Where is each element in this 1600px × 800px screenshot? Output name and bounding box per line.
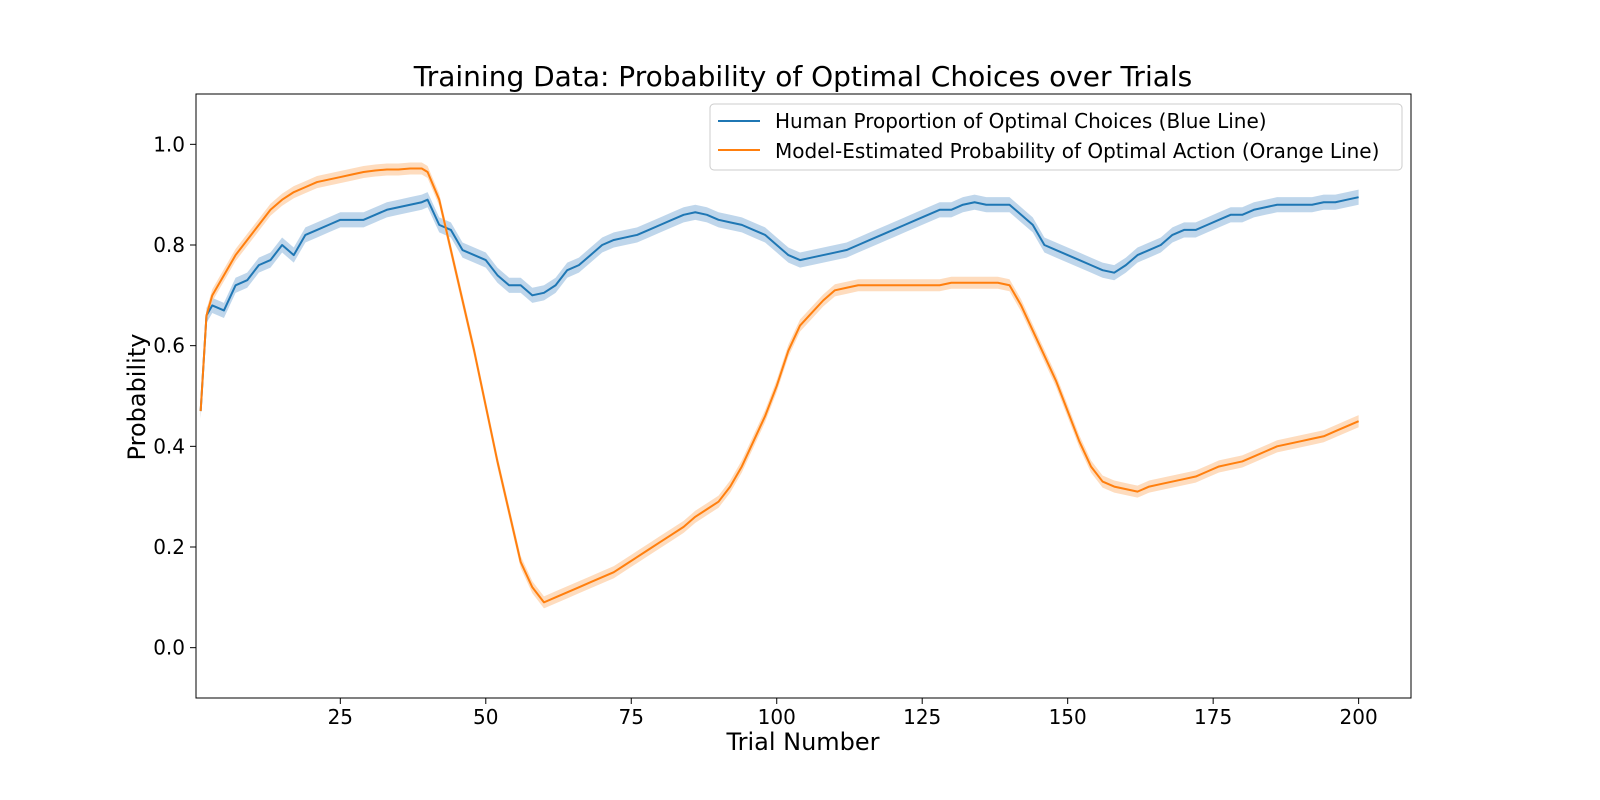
x-tick-label: 100 — [758, 705, 796, 729]
legend-box — [709, 103, 1403, 171]
confidence-band-human — [200, 189, 1359, 419]
x-tick-label: 75 — [619, 705, 644, 729]
x-tick-label: 125 — [903, 705, 941, 729]
x-tick-label: 50 — [473, 705, 498, 729]
y-axis-title: Probability — [123, 334, 151, 461]
plot-area — [199, 162, 1360, 609]
series-line-model — [199, 167, 1360, 604]
series-line-human — [199, 196, 1359, 412]
x-tick-label: 25 — [328, 705, 353, 729]
y-tick-label: 0.4 — [153, 434, 185, 458]
axis-ticks: 25 50 75 100 125 150 175 200 0.0 0.2 0.4 0.6 0.8 1.0 — [153, 132, 1378, 729]
chart-title: Training Data: Probability of Optimal Ch… — [413, 60, 1193, 93]
x-tick-label: 175 — [1194, 705, 1232, 729]
plot-frame — [195, 93, 1412, 699]
y-tick-label: 1.0 — [153, 132, 185, 156]
legend-label-human: Human Proportion of Optimal Choices (Blu… — [775, 109, 1267, 133]
legend-label-model: Model-Estimated Probability of Optimal A… — [775, 139, 1379, 163]
y-tick-label: 0.2 — [153, 535, 185, 559]
x-tick-label: 200 — [1340, 705, 1378, 729]
y-tick-label: 0.6 — [153, 334, 185, 358]
y-tick-label: 0.0 — [153, 636, 185, 660]
x-tick-label: 150 — [1049, 705, 1087, 729]
x-axis-title: Trial Number — [725, 728, 879, 756]
legend: Human Proportion of Optimal Choices (Blu… — [709, 103, 1403, 171]
y-tick-label: 0.8 — [153, 233, 185, 257]
